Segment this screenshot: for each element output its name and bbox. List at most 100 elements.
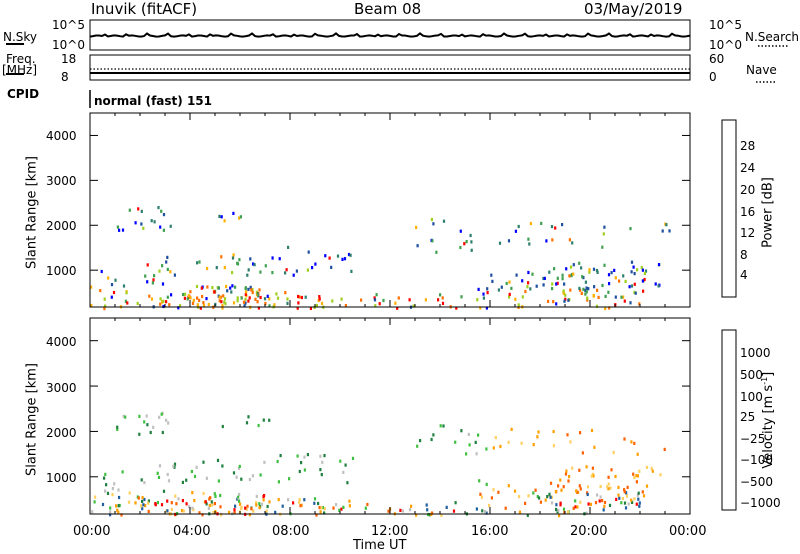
velocity-cell (631, 500, 634, 504)
velocity-cell (263, 460, 266, 464)
velocity-cell (603, 504, 606, 508)
velocity-cell (348, 504, 351, 508)
velocity-cell (166, 472, 169, 477)
power-cell (643, 277, 646, 282)
velocity-cell (181, 480, 184, 484)
velocity-cell (156, 501, 159, 505)
velocity-cell (101, 502, 105, 507)
velocity-cell (259, 473, 262, 477)
power-cell (189, 296, 192, 300)
power-cell (618, 279, 621, 283)
freq-label: Freq. (6, 52, 36, 66)
nsearch-tick-top: 10^5 (709, 18, 742, 32)
power-cell (191, 301, 195, 305)
velocity-cell (252, 509, 255, 513)
velocity-cell (589, 502, 592, 506)
velocity-cell (105, 483, 108, 487)
power-cell (588, 270, 591, 274)
velocity-cell (534, 488, 537, 492)
power-cell (248, 296, 251, 300)
velocity-cell (208, 497, 211, 501)
power-ytick-4000: 4000 (46, 129, 77, 143)
velocity-cell (599, 495, 602, 499)
velocity-cell (233, 508, 236, 512)
power-cell (608, 282, 611, 286)
velocity-cell (332, 506, 335, 510)
power-cell (572, 263, 575, 267)
velocity-cell (490, 496, 493, 500)
power-cell (215, 266, 218, 270)
velocity-cell (262, 418, 265, 422)
velocity-cell (607, 475, 610, 479)
velocity-cell (574, 505, 577, 509)
power-cell (580, 291, 583, 295)
velocity-cell (579, 487, 582, 491)
velocity-cell (319, 510, 322, 514)
power-cell (408, 298, 411, 302)
power-cell (110, 283, 114, 287)
power-cell (439, 293, 442, 297)
velocity-cell (122, 414, 125, 418)
velocity-cell (467, 432, 470, 436)
power-cell (343, 257, 347, 261)
velocity-cell (452, 509, 456, 513)
velocity-cell (641, 490, 644, 494)
power-cell (142, 226, 145, 230)
power-cell (638, 302, 641, 306)
power-cell (276, 296, 280, 300)
velocity-cell (454, 501, 457, 505)
velocity-cell (208, 503, 211, 508)
velocity-cell (351, 456, 355, 460)
freq-tick-bottom: 8 (61, 70, 69, 84)
velocity-cell (180, 509, 184, 513)
velocity-cell (146, 423, 149, 427)
power-cell (250, 288, 253, 292)
velocity-cell (167, 479, 171, 483)
power-cell (128, 208, 131, 212)
velocity-cell (607, 482, 610, 486)
power-cell (146, 263, 149, 267)
velocity-cell (170, 507, 173, 511)
velocity-cell (321, 506, 324, 510)
power-cell (168, 303, 171, 307)
velocity-cell (532, 443, 535, 447)
power-cell (508, 292, 511, 296)
power-cell (592, 267, 596, 271)
power-cell (225, 284, 228, 289)
power-cell (441, 296, 444, 300)
velocity-cell (513, 489, 517, 493)
power-cell (582, 276, 585, 280)
vel-cbar-tick-neg100: −100 (740, 453, 773, 467)
power-cell (306, 268, 309, 272)
velocity-cell (633, 475, 636, 480)
power-cell (218, 214, 221, 218)
velocity-cell (555, 507, 558, 512)
power-cell (543, 276, 546, 280)
cpid-label: CPID (7, 87, 40, 101)
velocity-cell (558, 514, 561, 518)
velocity-cell (158, 415, 161, 419)
velocity-cell (518, 495, 521, 499)
power-cell (554, 226, 557, 230)
velocity-cell (152, 425, 155, 429)
velocity-cell (488, 503, 491, 508)
velocity-cell (579, 431, 582, 435)
velocity-cell (642, 494, 646, 498)
velocity-cell (219, 493, 222, 498)
velocity-cell (319, 468, 322, 472)
power-cell (264, 301, 267, 306)
power-cell (223, 297, 227, 301)
power-cell (657, 263, 661, 267)
velocity-cell (147, 499, 150, 503)
velocity-cell (340, 507, 343, 511)
power-cell (246, 273, 249, 277)
power-cell (373, 298, 377, 302)
power-cell (610, 271, 613, 275)
power-cell (465, 240, 468, 244)
velocity-cell (612, 450, 615, 455)
power-cell (561, 223, 564, 227)
velocity-cell (480, 495, 483, 499)
velocity-cell (128, 491, 131, 495)
beam-title: Beam 08 (354, 0, 422, 18)
velocity-cell (620, 501, 623, 505)
